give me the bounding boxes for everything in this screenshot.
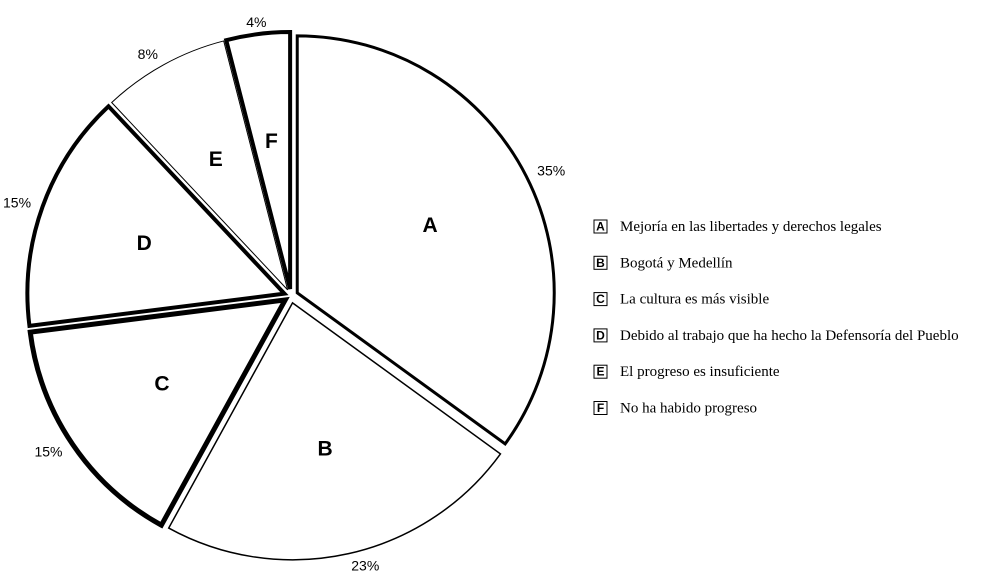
pie-slices bbox=[25, 30, 556, 561]
legend-item-d: D Debido al trabajo que ha hecho la Defen… bbox=[593, 328, 959, 344]
legend-box-e bbox=[593, 364, 608, 379]
legend-label: El progreso es insuficiente bbox=[620, 364, 780, 380]
legend-item-a: A Mejoría en las libertades y derechos le… bbox=[593, 219, 882, 235]
legend-item-b: B Bogotá y Medellín bbox=[593, 255, 733, 271]
percent-label-b: 23% bbox=[351, 558, 379, 573]
legend-box-letter: F bbox=[597, 401, 604, 415]
legend-label: La cultura es más visible bbox=[620, 292, 769, 308]
pie-slice-b bbox=[167, 301, 502, 561]
legend-box-letter: B bbox=[596, 256, 605, 270]
slice-letter-e: E bbox=[209, 148, 223, 171]
pie-labels: A 35% B 23% C 15% D 15% E 8% F 4% bbox=[3, 14, 565, 573]
legend-label: Bogotá y Medellín bbox=[620, 255, 733, 271]
legend-box-c bbox=[593, 292, 608, 307]
legend-item-e: E El progreso es insuficiente bbox=[593, 364, 780, 380]
legend-label: Mejoría en las libertades y derechos leg… bbox=[620, 219, 882, 235]
slice-letter-c: C bbox=[154, 373, 169, 396]
legend-box-letter: D bbox=[596, 328, 605, 342]
legend: A Mejoría en las libertades y derechos le… bbox=[593, 219, 959, 417]
pie-slice-e bbox=[110, 40, 289, 291]
legend-box-letter: C bbox=[596, 292, 605, 306]
legend-box-f bbox=[593, 401, 608, 415]
slice-letter-b: B bbox=[317, 437, 332, 460]
legend-box-a bbox=[593, 219, 608, 234]
legend-box-d bbox=[593, 328, 608, 343]
legend-box-letter: E bbox=[596, 365, 604, 379]
legend-box-b bbox=[593, 255, 608, 270]
pie-slice-f bbox=[223, 30, 293, 290]
slice-letter-a: A bbox=[422, 214, 437, 237]
legend-item-f: F No ha habido progreso bbox=[593, 401, 757, 417]
percent-label-c: 15% bbox=[34, 443, 62, 459]
slice-letter-d: D bbox=[137, 232, 152, 255]
slice-letter-f: F bbox=[265, 130, 278, 153]
percent-label-d: 15% bbox=[3, 194, 31, 210]
percent-label-e: 8% bbox=[138, 46, 158, 62]
legend-box-letter: A bbox=[596, 220, 605, 234]
pie-slice-c bbox=[27, 296, 290, 529]
legend-label: No ha habido progreso bbox=[620, 401, 757, 417]
legend-item-c: C La cultura es más visible bbox=[593, 292, 769, 308]
percent-label-f: 4% bbox=[246, 14, 266, 30]
legend-label: Debido al trabajo que ha hecho la Defens… bbox=[620, 328, 959, 344]
percent-label-a: 35% bbox=[537, 163, 565, 179]
pie-slice-a bbox=[295, 34, 556, 446]
pie-slice-d bbox=[25, 103, 289, 329]
